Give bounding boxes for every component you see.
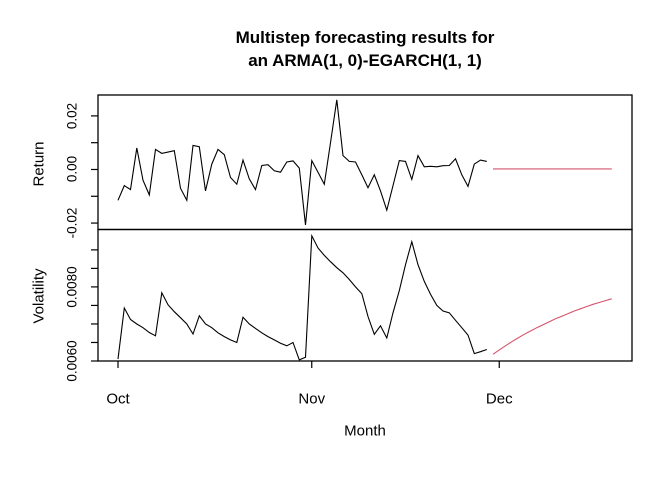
volatility-series-forecast	[492, 298, 612, 355]
panel-border-return	[97, 94, 633, 231]
y-tick-label-volatility: 0.0060	[64, 340, 80, 382]
y-axis-label-volatility: Volatility	[30, 268, 48, 324]
y-tick-label-return: 0.00	[64, 156, 80, 183]
y-tick-label-return: 0.02	[64, 102, 80, 130]
x-tick-label: Dec	[485, 390, 513, 408]
x-tick-label: Nov	[298, 390, 326, 408]
chart-title-line1: Multistep forecasting results for	[235, 28, 495, 47]
panel-border-volatility	[97, 228, 633, 362]
y-tick-label-return: -0.02	[64, 207, 80, 239]
chart-title: Multistep forecasting results for an ARM…	[236, 26, 495, 72]
chart-title-line2: an ARMA(1, 0)-EGARCH(1, 1)	[248, 51, 482, 70]
x-axis-label: Month	[344, 422, 386, 440]
return-series-observed	[117, 99, 487, 225]
x-tick-label: Oct	[106, 390, 130, 408]
y-axis-label-return: Return	[30, 141, 48, 187]
y-tick-label-volatility: 0.0080	[64, 266, 80, 308]
volatility-series-observed	[117, 233, 487, 361]
